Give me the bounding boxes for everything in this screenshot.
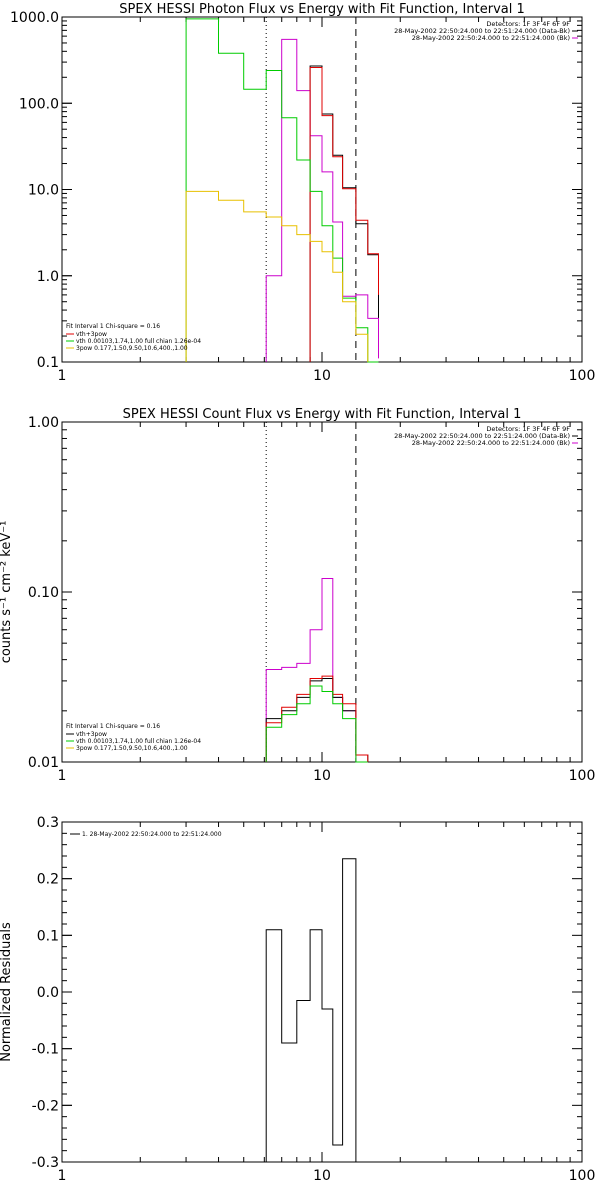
fit-summary: Fit Interval 1 Chi-square = 0.16 xyxy=(66,323,160,330)
count-flux-panel: SPEX HESSI Count Flux vs Energy with Fit… xyxy=(0,407,595,784)
x-tick-label: 1 xyxy=(58,1168,67,1184)
x-tick-label: 1 xyxy=(58,368,67,384)
x-tick-label: 100 xyxy=(569,768,596,784)
y-tick-label: 0.01 xyxy=(28,755,59,771)
residuals-panel: Normalized Residuals 1 10 100 0.3 0.2 0.1 0.0 -0… xyxy=(0,815,595,1184)
x-tick-label: 1 xyxy=(58,768,67,784)
y-tick-label: 0.10 xyxy=(28,585,59,601)
series-3pow xyxy=(185,190,369,362)
legend-label: 3pow 0.177,1.50,9.50,10.6,400.,1.00 xyxy=(76,745,188,752)
y-tick-label: 1.00 xyxy=(28,415,59,431)
legend-label: vth 0.00103,1.74,1.00 full chian 1.26e-0… xyxy=(76,738,201,745)
x-tick-label: 100 xyxy=(569,1168,596,1184)
y-tick-label: 100.0 xyxy=(19,96,59,112)
y-tick-label: 10.0 xyxy=(28,183,59,199)
y-tick-label: -0.1 xyxy=(32,1042,59,1058)
series-bk xyxy=(265,578,368,763)
x-tick-label: 10 xyxy=(313,768,331,784)
photon-flux-panel: SPEX HESSI Photon Flux vs Energy with Fi… xyxy=(10,2,595,384)
y-tick-label: 0.0 xyxy=(37,985,59,1001)
info-line: Detectors: 1F 3F 4F 6F 9F xyxy=(486,425,570,433)
x-tick-label: 100 xyxy=(569,368,596,384)
y-axis-label: counts s⁻¹ cm⁻² keV⁻¹ xyxy=(0,521,14,664)
legend-label: vth+3pow xyxy=(76,331,107,338)
fit-summary: Fit Interval 1 Chi-square = 0.16 xyxy=(66,723,160,730)
series-vth xyxy=(265,685,368,763)
info-line: 28-May-2002 22:50:24.000 to 22:51:24.000… xyxy=(412,439,570,447)
info-line: 28-May-2002 22:50:24.000 to 22:51:24.000… xyxy=(394,432,570,440)
info-line: Detectors: 1F 3F 4F 6F 9F xyxy=(486,20,570,28)
y-tick-label: 0.1 xyxy=(37,928,59,944)
chart-title: SPEX HESSI Count Flux vs Energy with Fit… xyxy=(123,407,522,422)
legend-label: vth+3pow xyxy=(76,731,107,738)
chart-title: SPEX HESSI Photon Flux vs Energy with Fi… xyxy=(119,2,525,17)
y-tick-label: 1000.0 xyxy=(10,10,59,26)
series-vth-3pow xyxy=(265,675,369,762)
y-tick-label: -0.2 xyxy=(32,1098,59,1114)
series-vth xyxy=(185,18,379,363)
y-tick-label: 1.0 xyxy=(37,269,59,285)
y-tick-label: -0.3 xyxy=(32,1155,59,1171)
info-line: 28-May-2002 22:50:24.000 to 22:51:24.000… xyxy=(394,27,570,35)
series-1-28-may-2002-22-50-24-000-to-22-51-24-000 xyxy=(265,858,357,1162)
y-tick-label: 0.3 xyxy=(37,815,59,831)
series-vth-3pow xyxy=(309,67,379,362)
y-tick-label: 0.1 xyxy=(37,355,59,371)
x-tick-label: 10 xyxy=(313,1168,331,1184)
x-tick-label: 10 xyxy=(313,368,331,384)
y-axis-label: Normalized Residuals xyxy=(0,922,14,1062)
y-tick-label: 0.2 xyxy=(37,872,59,888)
legend-label: 1. 28-May-2002 22:50:24.000 to 22:51:24.… xyxy=(82,831,222,838)
info-line: 28-May-2002 22:50:24.000 to 22:51:24.000… xyxy=(412,34,570,42)
legend-label: 3pow 0.177,1.50,9.50,10.6,400.,1.00 xyxy=(76,345,188,352)
legend-label: vth 0.00103,1.74,1.00 full chian 1.26e-0… xyxy=(76,338,201,345)
series-bk xyxy=(265,38,379,362)
